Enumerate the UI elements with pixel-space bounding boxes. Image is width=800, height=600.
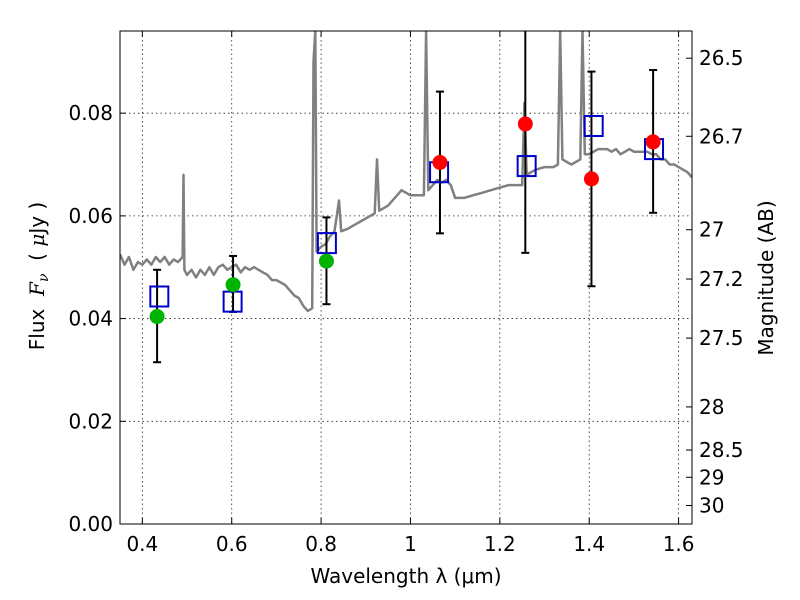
observed-point bbox=[517, 116, 533, 132]
x-tick-label: 1.4 bbox=[573, 532, 605, 556]
x-axis-ticks: 0.4 0.6 0.8 1 1.2 1.4 1.6 bbox=[126, 31, 695, 556]
x-tick-label: 1.6 bbox=[663, 532, 695, 556]
observed-point bbox=[318, 253, 334, 269]
model-point-square bbox=[516, 155, 537, 178]
x-tick-label: 0.6 bbox=[216, 532, 248, 556]
model-spectrum-line bbox=[120, 31, 692, 313]
model-photometry-points bbox=[149, 115, 665, 313]
magnitude-axis-ticks: 26.5 26.7 27 27.2 27.5 28 28.5 29 30 bbox=[686, 46, 744, 518]
x-tick-label: 0.4 bbox=[126, 532, 158, 556]
x-tick-label: 1.2 bbox=[484, 532, 516, 556]
magnitude-tick-label: 27.5 bbox=[699, 326, 744, 350]
y-axis-title: Flux Fν ( μJy ) bbox=[25, 202, 52, 350]
observed-point bbox=[149, 309, 165, 325]
magnitude-tick-label: 27 bbox=[699, 218, 724, 242]
y-tick-label: 0.02 bbox=[68, 409, 113, 433]
grid-lines bbox=[120, 31, 692, 524]
x-tick-label: 0.8 bbox=[305, 532, 337, 556]
observed-point bbox=[225, 277, 241, 293]
observed-point bbox=[432, 154, 448, 170]
observed-point bbox=[645, 134, 661, 150]
magnitude-tick-label: 27.2 bbox=[699, 267, 744, 291]
x-axis-title: Wavelength λ (μm) bbox=[310, 564, 501, 588]
magnitude-tick-label: 28.5 bbox=[699, 438, 744, 462]
magnitude-axis-title: Magnitude (AB) bbox=[754, 200, 778, 355]
plot-frame bbox=[119, 30, 693, 525]
model-point-square bbox=[583, 115, 604, 138]
magnitude-tick-label: 29 bbox=[699, 465, 724, 489]
y-tick-label: 0.04 bbox=[68, 307, 113, 331]
x-tick-label: 1 bbox=[404, 532, 417, 556]
y-axis-ticks: 0.00 0.02 0.04 0.06 0.08 bbox=[68, 101, 126, 536]
y-tick-label: 0.06 bbox=[68, 204, 113, 228]
magnitude-tick-label: 30 bbox=[699, 494, 724, 518]
y-tick-label: 0.08 bbox=[68, 101, 113, 125]
magnitude-tick-label: 28 bbox=[699, 395, 724, 419]
y-tick-label: 0.00 bbox=[68, 512, 113, 536]
model-point-square bbox=[149, 285, 170, 308]
magnitude-tick-label: 26.7 bbox=[699, 124, 744, 148]
observed-point bbox=[583, 171, 599, 187]
magnitude-tick-label: 26.5 bbox=[699, 46, 744, 70]
observed-photometry-points bbox=[149, 116, 661, 325]
model-point-square bbox=[316, 232, 337, 255]
model-spectrum bbox=[120, 31, 692, 313]
